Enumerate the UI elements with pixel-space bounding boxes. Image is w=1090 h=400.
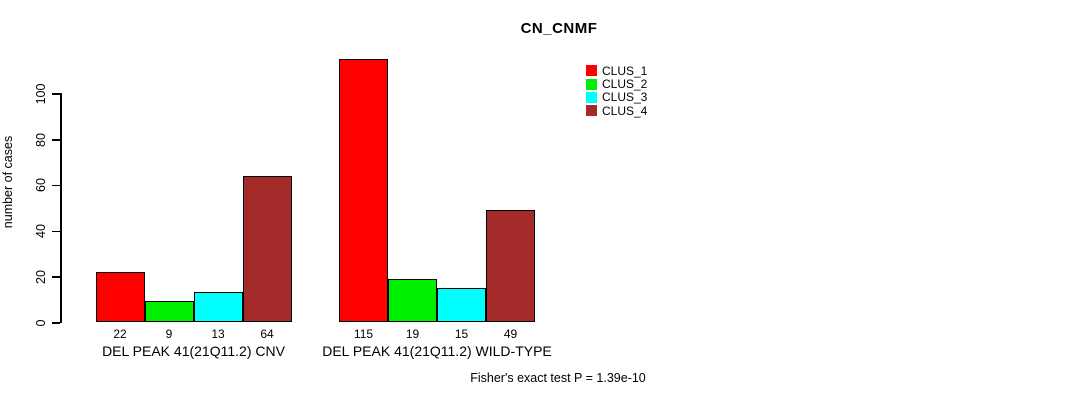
y-axis-tick-label: 20 [34,269,48,284]
bar-value-label: 49 [503,327,518,341]
y-axis-tick [52,93,60,95]
legend-swatch-icon [586,105,597,117]
legend: CLUS_1 CLUS_2 CLUS_3 CLUS_4 [586,64,647,118]
legend-swatch-icon [586,91,597,103]
bar-value-label: 15 [454,327,469,341]
y-axis-tick-label: 80 [34,132,48,147]
y-axis-tick [52,230,60,233]
bar-clus_1-group1 [95,271,145,322]
category-label: DEL PEAK 41(21Q11.2) CNV [102,343,285,359]
bar-clus_3-group1 [193,292,243,322]
bar-clus_4-group1 [242,175,292,322]
bar-value-label: 64 [260,327,274,341]
bar-value-label: 22 [113,327,127,341]
bar-value-label: 9 [165,327,173,341]
legend-row: CLUS_3 [586,91,647,104]
bar-clus_2-group1 [144,301,194,322]
legend-row: CLUS_4 [586,104,647,117]
y-axis-tick [52,139,60,141]
legend-row: CLUS_2 [586,77,647,90]
legend-swatch-icon [586,78,597,90]
y-axis-tick-label: 100 [34,83,48,105]
annotation-text: Fisher's exact test P = 1.39e-10 [470,371,646,385]
legend-label: CLUS_1 [602,63,648,78]
y-axis-tick [52,322,60,324]
bar-clus_1-group2 [339,59,388,322]
y-axis-tick-label: 0 [34,319,48,326]
y-axis-tick-label: 60 [34,178,48,193]
bar-value-label: 13 [211,327,225,341]
legend-row: CLUS_1 [586,64,647,77]
y-axis-tick-label: 40 [34,224,48,239]
bar-clus_2-group2 [388,278,437,322]
y-axis-line [60,93,62,324]
category-label: DEL PEAK 41(21Q11.2) WILD-TYPE [322,343,552,359]
bar-value-label: 115 [353,327,374,341]
chart-title: CN_CNMF [520,20,598,37]
y-axis-tick [52,276,60,278]
legend-label: CLUS_3 [602,90,648,105]
y-axis-tick [52,184,60,187]
legend-label: CLUS_2 [602,77,648,92]
legend-label: CLUS_4 [602,103,648,118]
bar-clus_4-group2 [486,210,535,322]
bar-clus_3-group2 [437,287,486,322]
legend-swatch-icon [586,65,597,77]
bar-value-label: 19 [405,327,420,341]
